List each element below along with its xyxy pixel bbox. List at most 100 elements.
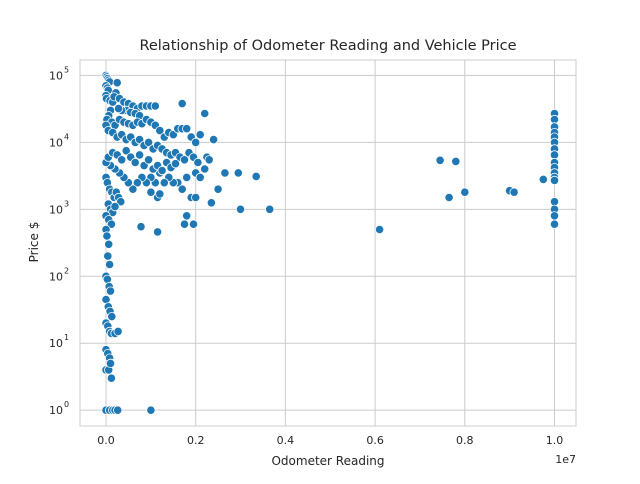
data-point xyxy=(113,405,123,415)
data-point xyxy=(105,358,116,368)
data-point xyxy=(191,137,201,147)
data-point xyxy=(191,192,201,203)
y-tick-base: 10 xyxy=(49,337,63,350)
data-point xyxy=(195,172,205,182)
data-point xyxy=(130,157,140,168)
x-tick-label: 0.2 xyxy=(187,434,205,447)
data-point xyxy=(549,150,560,160)
data-point xyxy=(146,405,156,415)
y-tick-label: 10 4 xyxy=(49,132,69,149)
y-tick-exponent: 0 xyxy=(64,400,69,409)
y-tick-label: 10 0 xyxy=(49,400,69,417)
data-point xyxy=(117,155,127,165)
data-point xyxy=(549,219,560,229)
data-point xyxy=(451,156,461,166)
plot-frame xyxy=(79,59,577,427)
data-point xyxy=(182,172,192,182)
data-point xyxy=(177,99,187,109)
data-point xyxy=(107,311,117,322)
data-point xyxy=(132,178,142,188)
data-point xyxy=(150,101,160,111)
x-axis-title: Odometer Reading xyxy=(271,454,384,468)
data-point xyxy=(159,178,169,188)
data-point xyxy=(110,202,120,212)
data-point xyxy=(105,259,115,270)
data-point xyxy=(193,157,203,168)
data-point xyxy=(549,211,560,221)
x-tick-label: 0.6 xyxy=(366,434,384,447)
data-point xyxy=(204,155,214,165)
data-point xyxy=(179,155,190,165)
data-point xyxy=(105,286,116,296)
x-tick-label: 0.8 xyxy=(456,434,474,447)
data-point xyxy=(251,171,261,181)
data-point xyxy=(265,204,275,214)
data-point xyxy=(538,174,548,184)
y-tick-base: 10 xyxy=(49,69,63,82)
data-point xyxy=(235,204,246,214)
data-point xyxy=(233,168,243,178)
y-tick-base: 10 xyxy=(49,270,63,283)
data-point xyxy=(179,219,190,229)
y-tick-exponent: 5 xyxy=(64,65,69,74)
data-points xyxy=(101,70,560,415)
data-point xyxy=(200,108,210,119)
data-point xyxy=(106,373,117,383)
y-tick-base: 10 xyxy=(49,404,63,417)
data-point xyxy=(509,187,519,197)
y-tick-base: 10 xyxy=(49,136,63,149)
x-axis-offset-label: 1e7 xyxy=(555,453,576,466)
data-point xyxy=(188,219,199,229)
data-point xyxy=(155,126,165,136)
y-tick-exponent: 2 xyxy=(64,266,69,275)
data-point xyxy=(128,184,138,194)
data-point xyxy=(549,175,560,185)
x-tick-labels: 0.0 0.2 0.4 0.6 0.8 1.0 xyxy=(97,434,563,447)
data-point xyxy=(549,197,560,207)
data-point xyxy=(206,198,216,208)
data-point xyxy=(444,192,454,203)
data-point xyxy=(182,124,192,134)
y-tick-label: 10 1 xyxy=(49,333,69,350)
y-tick-label: 10 2 xyxy=(49,266,69,283)
data-point xyxy=(121,146,131,156)
y-tick-label: 10 5 xyxy=(49,65,69,82)
y-tick-exponent: 1 xyxy=(64,333,69,342)
data-point xyxy=(114,104,124,114)
data-point xyxy=(146,187,156,197)
data-point xyxy=(182,211,192,221)
data-point xyxy=(374,224,385,235)
chart-title: Relationship of Odometer Reading and Veh… xyxy=(139,38,516,54)
data-point xyxy=(170,159,181,169)
data-point xyxy=(112,78,122,88)
x-tick-label: 1.0 xyxy=(546,434,564,447)
data-point xyxy=(220,168,230,178)
data-point xyxy=(102,231,112,241)
data-point xyxy=(157,165,167,176)
y-tick-base: 10 xyxy=(49,203,63,216)
y-tick-exponent: 3 xyxy=(64,199,69,208)
data-point xyxy=(116,197,126,207)
data-point xyxy=(113,326,123,336)
data-point xyxy=(103,251,113,261)
data-point xyxy=(209,135,219,145)
data-point xyxy=(144,155,154,165)
x-tick-label: 0.0 xyxy=(97,434,115,447)
data-point xyxy=(153,227,163,237)
data-point xyxy=(213,184,223,194)
data-point xyxy=(144,137,154,147)
data-point xyxy=(195,130,205,140)
data-point xyxy=(435,155,445,165)
y-tick-label: 10 3 xyxy=(49,199,69,216)
data-point xyxy=(200,164,210,174)
data-point xyxy=(104,239,114,249)
data-point xyxy=(136,222,146,232)
y-tick-exponent: 4 xyxy=(64,132,69,141)
data-point xyxy=(460,187,470,197)
y-axis-title: Price $ xyxy=(27,222,41,263)
data-point xyxy=(135,150,145,160)
data-point xyxy=(177,184,187,194)
